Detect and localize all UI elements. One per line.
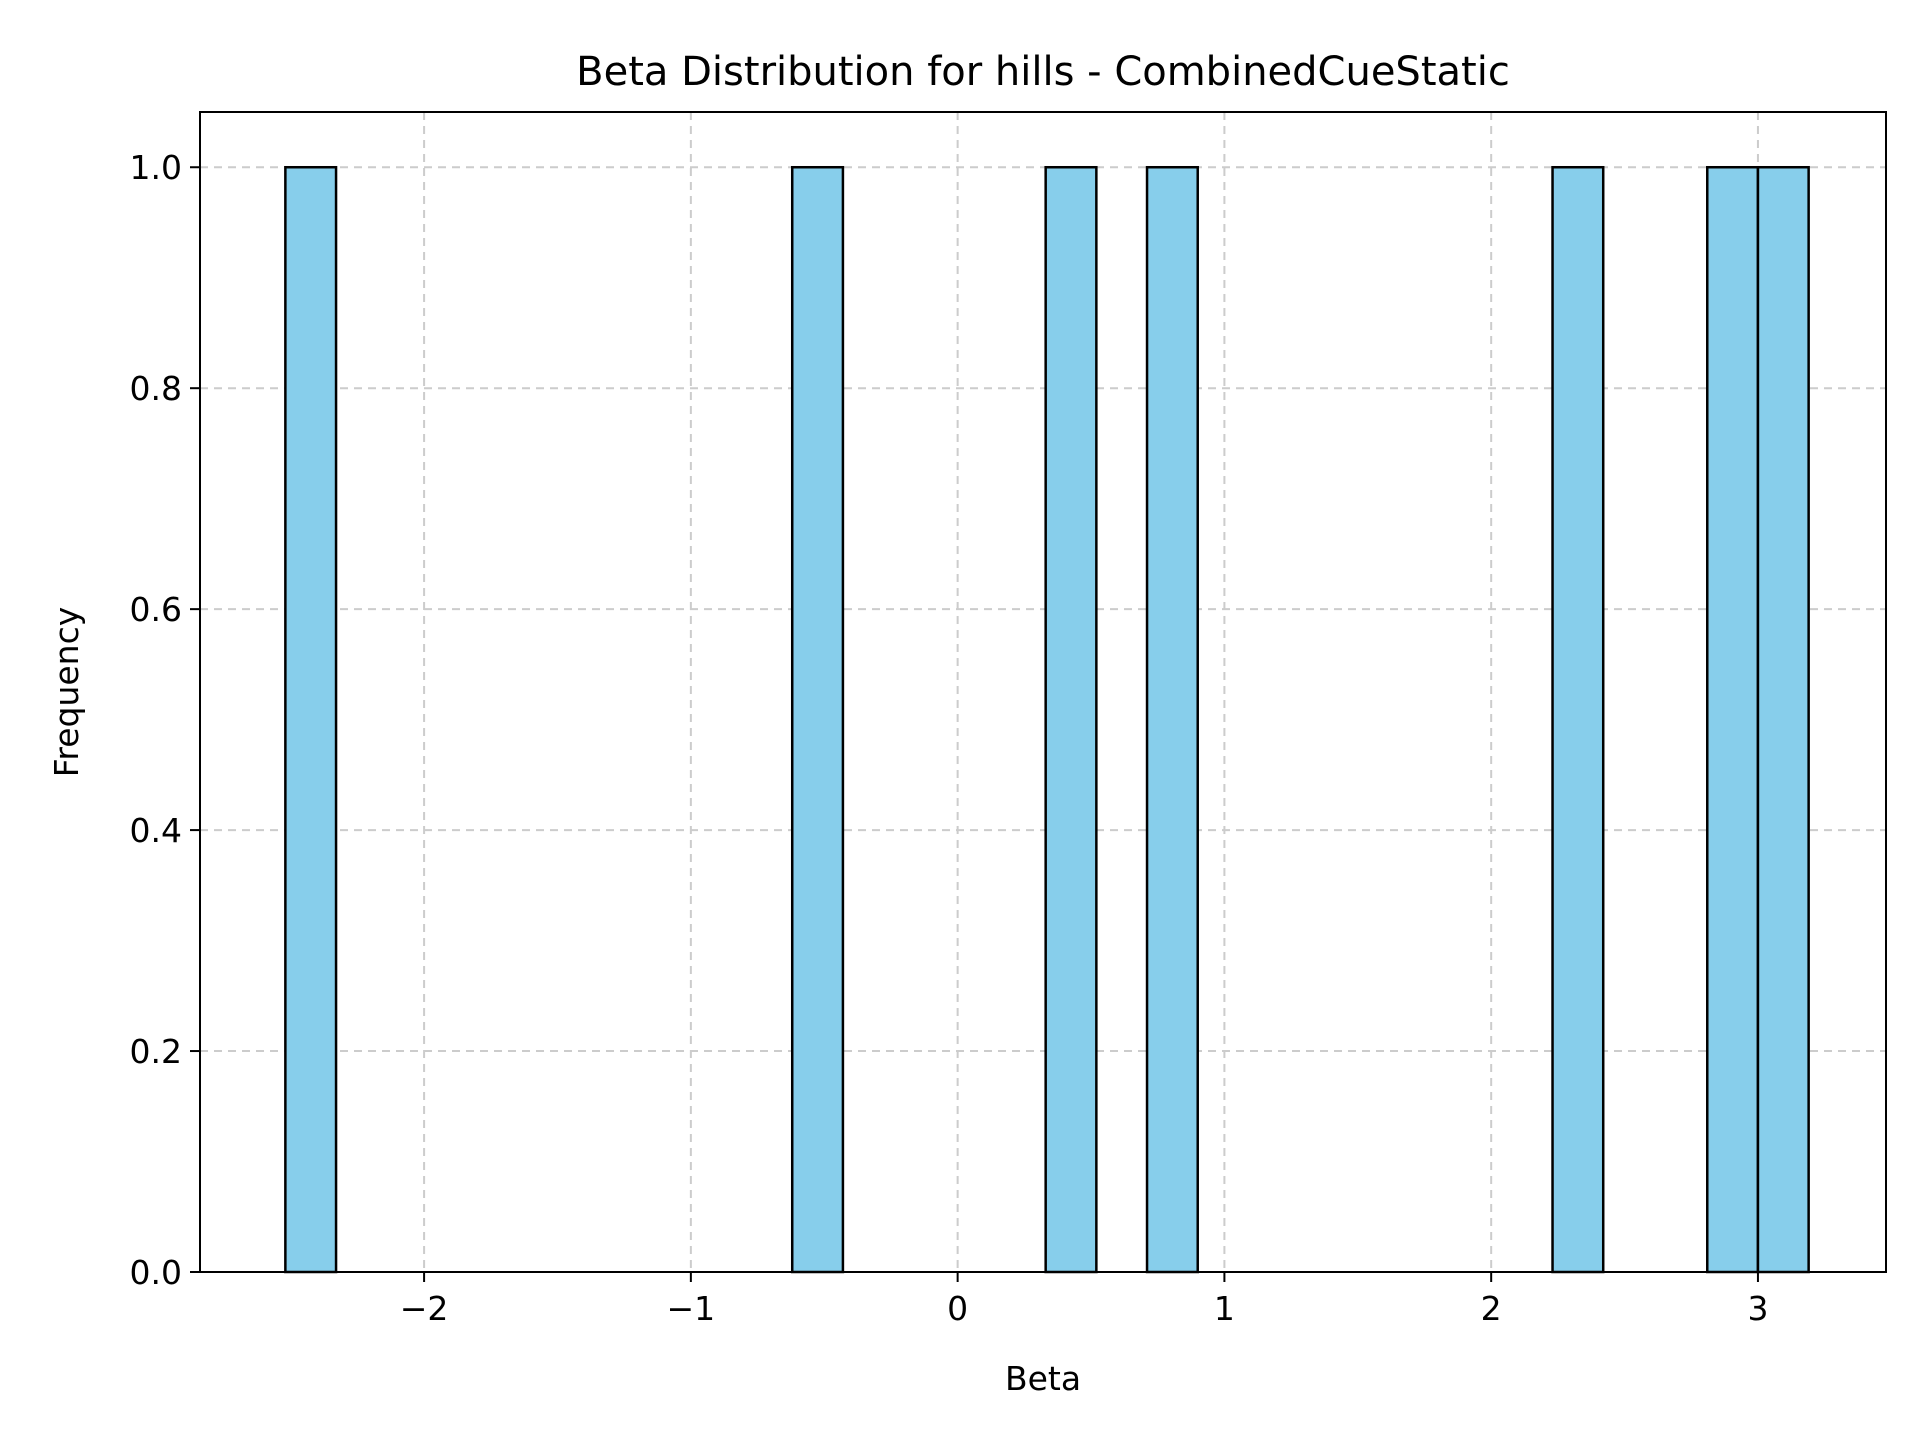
x-tick-label: 1 bbox=[1214, 1289, 1235, 1328]
histogram-bar bbox=[790, 165, 845, 1274]
histogram-bar bbox=[1706, 165, 1760, 1274]
y-tick-label: 0.4 bbox=[130, 811, 182, 850]
histogram-bar bbox=[1145, 165, 1199, 1274]
histogram-bar bbox=[1551, 165, 1605, 1274]
histogram-bar bbox=[284, 165, 338, 1274]
x-tick-label: 3 bbox=[1747, 1289, 1768, 1328]
x-tick-label: 2 bbox=[1481, 1289, 1502, 1328]
x-tick-label: −2 bbox=[400, 1289, 449, 1328]
x-axis-label: Beta bbox=[1005, 1359, 1081, 1398]
x-tick-label: −1 bbox=[667, 1289, 716, 1328]
y-axis-ticks: 0.0 0.2 0.4 0.6 0.8 1.0 bbox=[130, 148, 200, 1292]
plot-background bbox=[200, 112, 1886, 1272]
histogram-bar bbox=[1756, 165, 1810, 1274]
y-tick-label: 0.2 bbox=[130, 1032, 182, 1071]
histogram-bar bbox=[1044, 165, 1098, 1274]
y-tick-label: 0.0 bbox=[130, 1253, 182, 1292]
plot-frame bbox=[199, 111, 1887, 1273]
y-axis-label: Frequency bbox=[47, 607, 86, 777]
y-tick-label: 0.6 bbox=[130, 590, 182, 629]
chart-title: Beta Distribution for hills - CombinedCu… bbox=[576, 49, 1510, 95]
y-tick-label: 1.0 bbox=[130, 148, 182, 187]
y-tick-label: 0.8 bbox=[130, 369, 182, 408]
x-axis-ticks: −2 −1 0 1 2 3 bbox=[400, 1272, 1768, 1328]
x-tick-label: 0 bbox=[947, 1289, 968, 1328]
